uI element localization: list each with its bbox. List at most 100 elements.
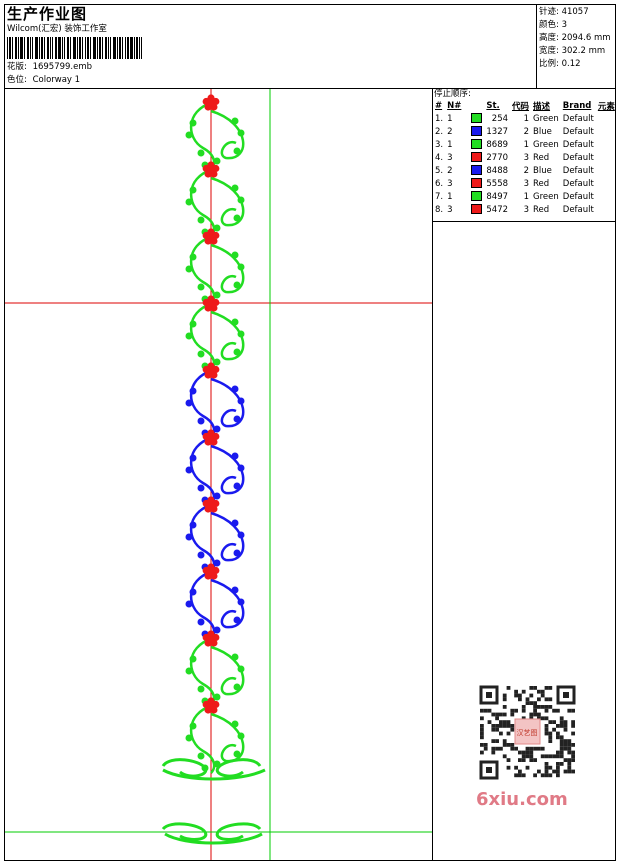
stat-scale: 比例: 0.12 — [539, 59, 581, 69]
leaf — [185, 600, 193, 608]
row-needle: 1 — [447, 113, 453, 124]
leaf — [237, 196, 245, 204]
leaf — [185, 667, 193, 675]
red-flower — [202, 362, 220, 379]
leaf — [233, 147, 241, 155]
leaf — [197, 551, 205, 559]
leaf — [185, 265, 193, 273]
row-description: Green — [533, 191, 559, 202]
leaf — [197, 216, 205, 224]
row-brand: Default — [562, 165, 594, 176]
leaf — [233, 214, 241, 222]
row-index: 7. — [435, 191, 444, 202]
flower-marks — [202, 94, 220, 714]
row-needle: 3 — [447, 204, 453, 215]
row-index: 4. — [435, 152, 444, 163]
leaf — [237, 330, 245, 338]
leaf — [231, 452, 239, 460]
leaf — [189, 722, 197, 730]
leaf — [233, 348, 241, 356]
col-code: 代码 — [512, 102, 530, 112]
stat-value: 41057 — [561, 7, 589, 17]
row-description: Red — [533, 178, 550, 189]
row-description: Blue — [533, 126, 552, 137]
file-name: 1695799.emb — [32, 62, 93, 72]
color-swatch — [471, 152, 483, 163]
row-color-swatch — [469, 125, 484, 138]
leaf — [233, 415, 241, 423]
leaf — [185, 533, 193, 541]
row-color-swatch — [469, 138, 484, 151]
leaf — [237, 263, 245, 271]
row-color-swatch — [469, 164, 484, 177]
row-color-swatch — [469, 112, 484, 125]
row-description: Blue — [533, 165, 552, 176]
color-swatch — [471, 139, 483, 150]
leaf — [233, 750, 241, 758]
col-stitches: St. — [486, 101, 500, 111]
row-stitches: 5558 — [486, 178, 509, 189]
red-flower — [202, 228, 220, 245]
vine-motif — [185, 503, 245, 573]
row-index: 5. — [435, 165, 444, 176]
stat-label: 针迹: — [539, 7, 559, 17]
leaf — [231, 251, 239, 259]
leaf — [213, 425, 221, 433]
leaf — [231, 653, 239, 661]
color-swatch — [471, 126, 483, 137]
table-row: 8. 3 5472 3 Red Default — [433, 203, 617, 216]
vine-motif — [185, 436, 245, 506]
red-flower — [202, 563, 220, 580]
color-swatch — [471, 165, 483, 176]
stat-label: 高度: — [539, 33, 559, 43]
color-swatch — [471, 178, 483, 189]
vine-motif — [185, 570, 245, 640]
leaf — [185, 332, 193, 340]
stat-value: 3 — [561, 20, 567, 30]
leaf — [231, 184, 239, 192]
row-description: Red — [533, 152, 550, 163]
leaf — [189, 655, 197, 663]
row-color-swatch — [469, 190, 484, 203]
leaf — [189, 387, 197, 395]
vine-motif — [185, 369, 245, 439]
vine-motif — [185, 302, 245, 372]
leaf — [197, 350, 205, 358]
leaf — [233, 683, 241, 691]
leaf — [189, 454, 197, 462]
red-flower — [202, 429, 220, 446]
stat-label: 比例: — [539, 59, 559, 69]
table-row: 1. 1 254 1 Green Default — [433, 112, 617, 125]
stat-value: 0.12 — [561, 59, 581, 69]
row-stitches: 8488 — [486, 165, 509, 176]
leaf — [213, 358, 221, 366]
leaf — [189, 119, 197, 127]
row-needle: 2 — [447, 165, 453, 176]
leaf — [197, 685, 205, 693]
leaf — [197, 484, 205, 492]
vine-motif — [185, 101, 245, 171]
leaf — [237, 397, 245, 405]
stat-colors: 颜色: 3 — [539, 20, 567, 30]
color-swatch — [471, 113, 483, 124]
vine-motif — [185, 637, 245, 707]
red-flower — [202, 697, 220, 714]
bottom-scroll-ornament — [161, 758, 266, 845]
leaf — [231, 586, 239, 594]
leaf — [233, 616, 241, 624]
leaf — [197, 417, 205, 425]
red-flower — [202, 496, 220, 513]
stop-sequence-table: # N# St. 代码 描述 Brand 元素 1. 1 254 1 Green Defa… — [433, 100, 617, 216]
file-label: 花版: 1695799.emb — [7, 62, 92, 72]
leaf — [213, 291, 221, 299]
row-description: Green — [533, 113, 559, 124]
leaf — [233, 482, 241, 490]
leaf — [233, 549, 241, 557]
table-row: 7. 1 8497 1 Green Default — [433, 190, 617, 203]
col-element: 元素 — [597, 102, 615, 112]
row-needle: 3 — [447, 152, 453, 163]
row-needle: 3 — [447, 178, 453, 189]
leaf — [231, 117, 239, 125]
table-row: 6. 3 5558 3 Red Default — [433, 177, 617, 190]
